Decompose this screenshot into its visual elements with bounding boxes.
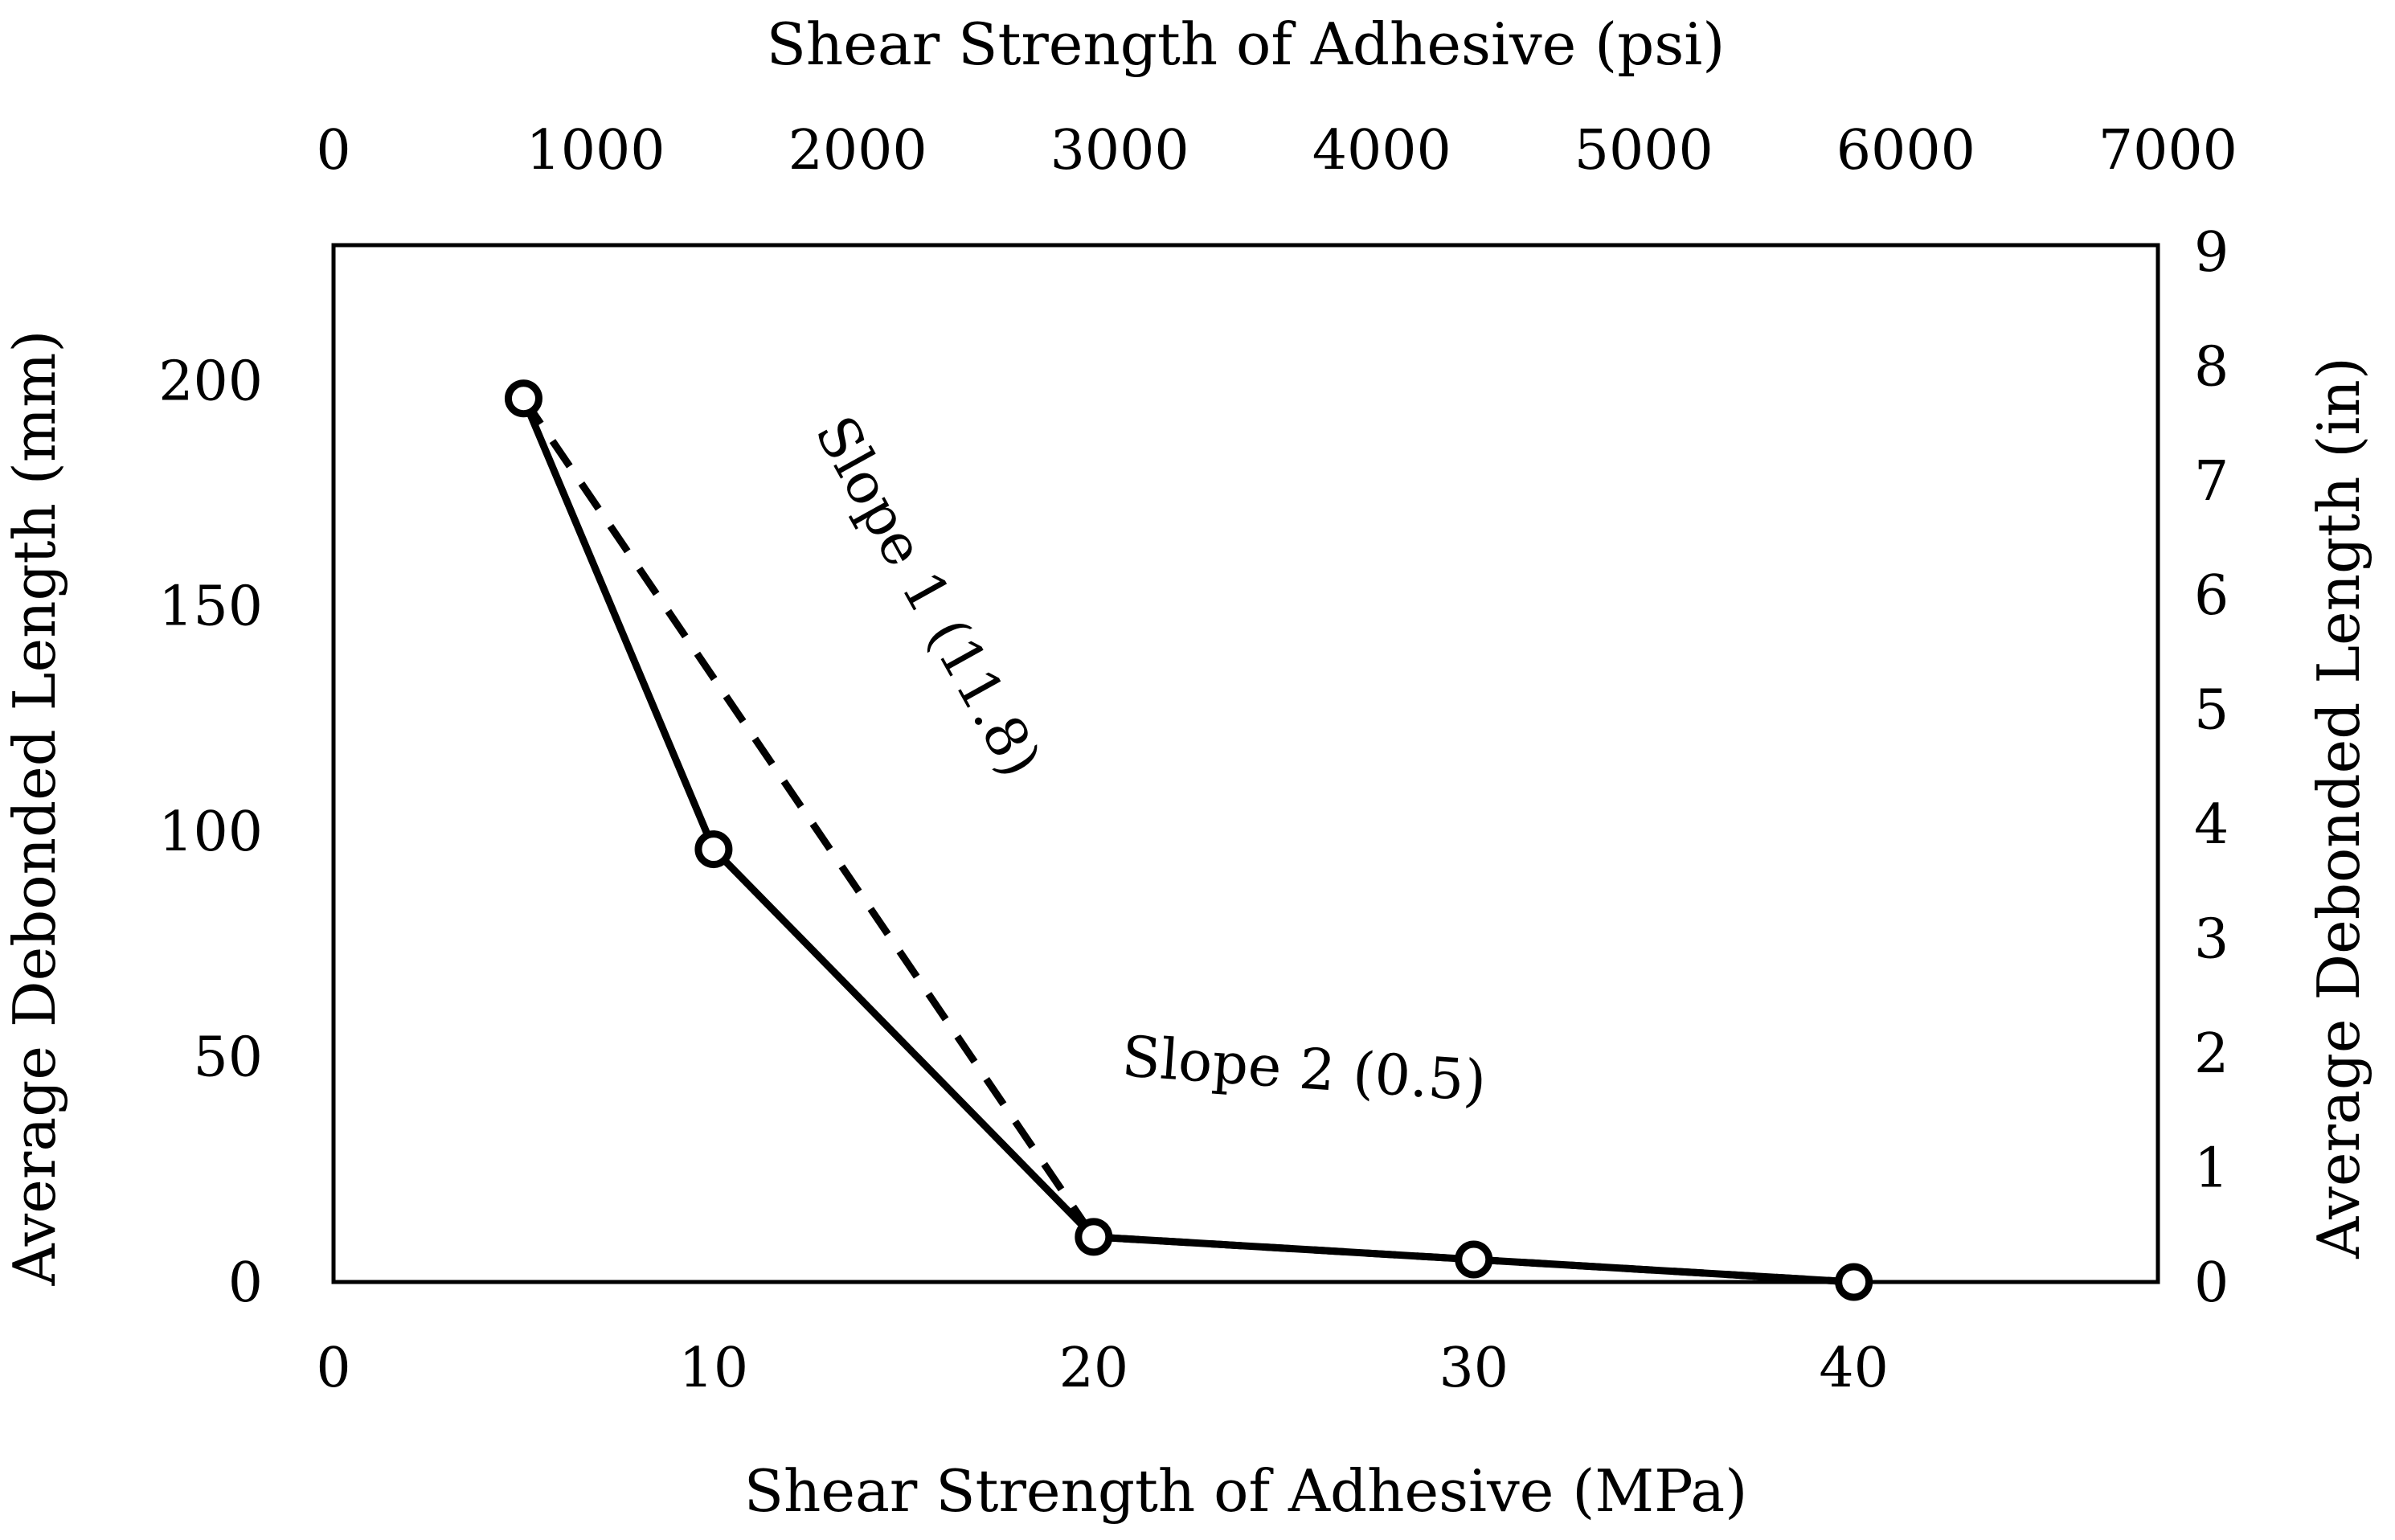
y-tick-label: 150 <box>158 575 263 639</box>
y-tick-label: 0 <box>228 1251 263 1315</box>
x2-tick-label: 0 <box>316 119 350 182</box>
x-tick-label: 10 <box>679 1337 749 1400</box>
x2-tick-label: 7000 <box>2098 119 2237 182</box>
y-axis-right-ticks: 0 1 2 3 4 5 6 7 8 9 <box>2194 221 2229 1315</box>
plot-area-frame <box>331 243 2160 1284</box>
y-tick-label: 50 <box>193 1026 263 1090</box>
x2-tick-label: 1000 <box>526 119 665 182</box>
y-tick-label: 100 <box>158 801 263 864</box>
x-tick-label: 40 <box>1819 1337 1889 1400</box>
y2-tick-label: 0 <box>2194 1251 2229 1315</box>
y2-tick-label: 7 <box>2194 450 2229 514</box>
y2-tick-label: 6 <box>2194 564 2229 628</box>
y2-tick-label: 2 <box>2194 1022 2229 1086</box>
x2-axis-title: Shear Strength of Adhesive (psi) <box>767 10 1726 78</box>
data-point-marker <box>694 830 733 869</box>
y-axis-title: Average Debonded Length (mm) <box>1 330 68 1287</box>
data-point-marker <box>1835 1263 1873 1301</box>
x-axis-bottom-ticks: 0 10 20 30 40 <box>316 1337 1889 1400</box>
x-axis-top-ticks: 0 1000 2000 3000 4000 5000 6000 7000 <box>316 119 2237 182</box>
y2-tick-label: 9 <box>2194 221 2229 285</box>
series-layer <box>504 379 1873 1301</box>
y2-tick-label: 8 <box>2194 335 2229 399</box>
y2-tick-label: 3 <box>2194 908 2229 972</box>
x2-tick-label: 5000 <box>1574 119 1713 182</box>
x-tick-label: 30 <box>1439 1337 1509 1400</box>
y2-tick-label: 4 <box>2194 793 2229 857</box>
data-point-marker <box>1075 1218 1113 1256</box>
y-axis-left-ticks: 0 50 100 150 200 <box>158 350 263 1315</box>
x2-tick-label: 2000 <box>788 119 927 182</box>
x-tick-label: 20 <box>1059 1337 1129 1400</box>
y2-axis-title: Average Debonded Length (in) <box>2305 357 2372 1259</box>
x-axis-title: Shear Strength of Adhesive (MPa) <box>744 1457 1748 1525</box>
data-point-marker <box>504 379 542 418</box>
x2-tick-label: 4000 <box>1312 119 1451 182</box>
data-point-marker <box>1455 1240 1493 1279</box>
y-tick-label: 200 <box>158 350 263 413</box>
x2-tick-label: 6000 <box>1836 119 1975 182</box>
y2-tick-label: 1 <box>2194 1137 2229 1201</box>
x-tick-label: 0 <box>316 1337 350 1400</box>
x2-tick-label: 3000 <box>1050 119 1189 182</box>
y2-tick-label: 5 <box>2194 679 2229 743</box>
